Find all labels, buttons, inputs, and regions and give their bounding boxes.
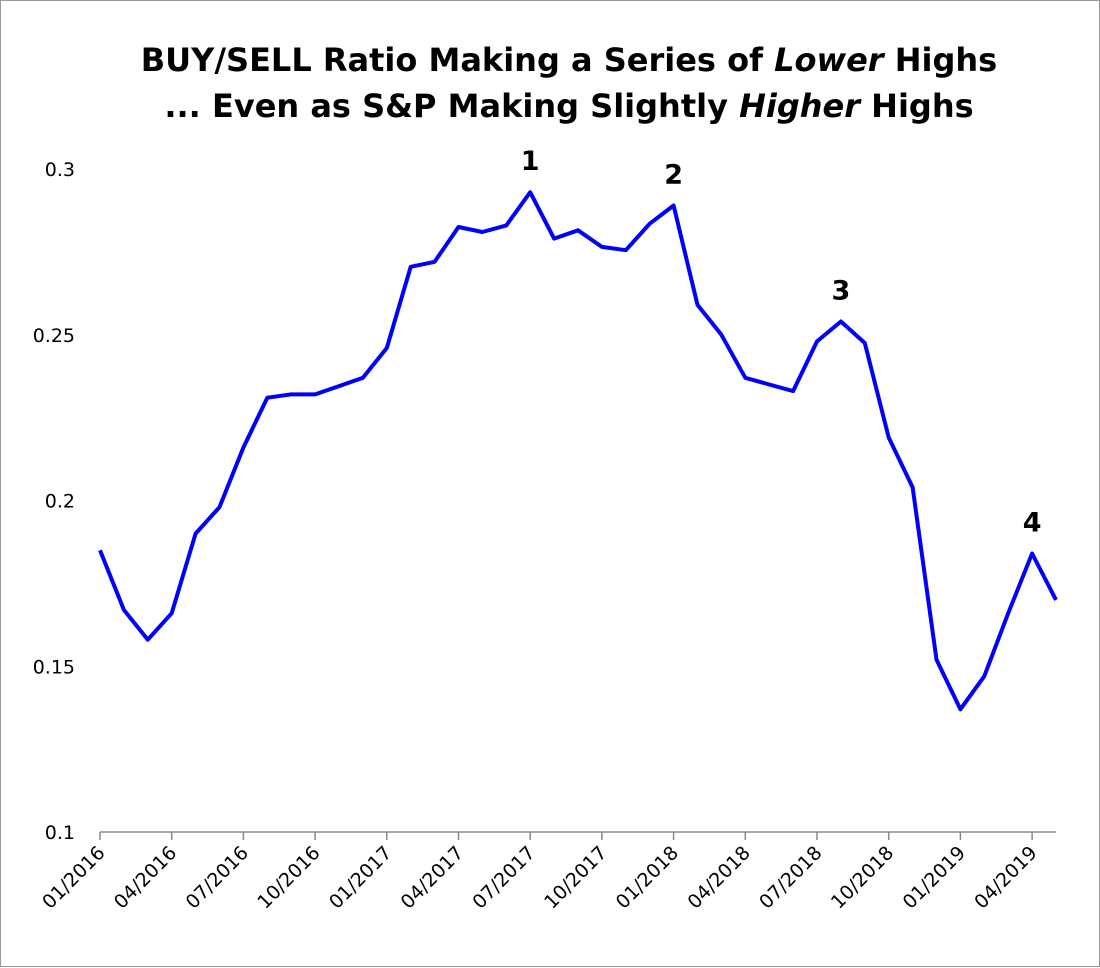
x-tick-label: 07/2016: [182, 842, 253, 913]
x-tick-label: 07/2017: [468, 842, 539, 913]
x-tick-label: 10/2017: [540, 842, 611, 913]
peak-annotation: 1: [521, 146, 540, 177]
x-tick-label: 10/2018: [827, 842, 898, 913]
chart-title-line-1: BUY/SELL Ratio Making a Series of Lower …: [141, 41, 997, 79]
x-axis: 01/2016 04/2016 07/2016 10/2016 01/2017 04/20…: [38, 831, 1056, 913]
y-tick-label: 0.25: [33, 325, 75, 347]
peak-annotation: 4: [1023, 508, 1042, 539]
x-tick-label: 04/2016: [110, 842, 181, 913]
x-tick-label: 01/2019: [899, 842, 970, 913]
title-run: Highs: [860, 87, 974, 125]
title-run: Lower: [774, 41, 886, 79]
peak-annotation: 2: [664, 159, 683, 190]
title-run: Higher: [739, 87, 862, 125]
x-tick-label: 01/2017: [325, 842, 396, 913]
y-axis: 0.3 0.25 0.2 0.15 0.1: [33, 159, 75, 844]
peak-annotation: 3: [832, 275, 851, 306]
y-tick-label: 0.1: [45, 822, 75, 844]
x-tick-label: 07/2018: [755, 842, 826, 913]
series-line: [98, 190, 1058, 712]
chart-title-line-2: ... Even as S&P Making Slightly Higher H…: [164, 87, 973, 125]
y-tick-label: 0.3: [45, 159, 75, 181]
x-tick-label: 01/2016: [38, 842, 109, 913]
annotation-layer: 1 2 3 4: [521, 146, 1042, 538]
y-tick-label: 0.15: [33, 656, 75, 678]
title-run: Highs: [884, 41, 998, 79]
x-tick-label: 04/2017: [397, 842, 468, 913]
x-tick-label: 04/2018: [683, 842, 754, 913]
x-tick-label: 10/2016: [253, 842, 324, 913]
x-tick-label: 04/2019: [970, 842, 1041, 913]
x-tick-label: 01/2018: [612, 842, 683, 913]
y-tick-label: 0.2: [45, 491, 75, 513]
title-run: ... Even as S&P Making Slightly: [164, 87, 739, 125]
series-layer: [98, 190, 1058, 712]
title-run: BUY/SELL Ratio Making a Series of: [141, 41, 774, 79]
